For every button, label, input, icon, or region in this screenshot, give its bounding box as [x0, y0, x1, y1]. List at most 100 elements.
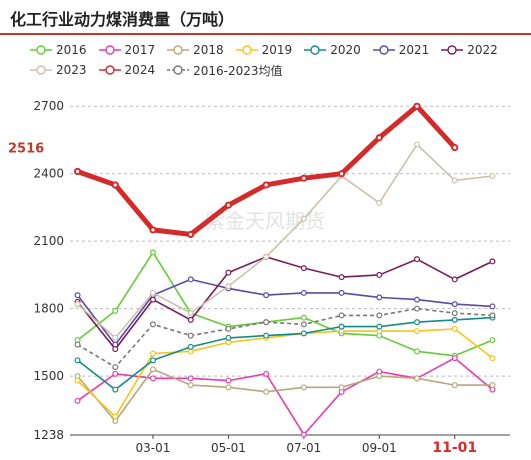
data-point-2017: [187, 375, 194, 382]
data-point-2016-2023均值: [112, 364, 119, 371]
highlight-value-label: 2516: [8, 142, 44, 157]
data-point-2020: [376, 323, 383, 330]
data-point-2023: [300, 215, 307, 222]
data-point-2022: [489, 258, 496, 265]
data-point-2020: [451, 316, 458, 323]
data-point-2020: [187, 343, 194, 350]
data-point-2020: [338, 323, 345, 330]
legend-label: 2023: [56, 63, 87, 77]
data-point-2019: [149, 350, 156, 357]
legend-swatch-icon: [167, 45, 190, 55]
series-line-2016-2023均值: [77, 307, 493, 368]
legend-item: 2017: [98, 43, 156, 57]
data-point-2018: [300, 384, 307, 391]
data-point-2016-2023均值: [338, 312, 345, 319]
x-tick-label: 07-01: [286, 441, 321, 455]
data-point-2016-2023均值: [225, 325, 232, 332]
chart-legend: 2016 2017 2018 2019 2020 2021 2022 2023 2024 201…: [30, 40, 530, 80]
legend-label: 2018: [193, 43, 224, 57]
data-point-2016-2023均值: [376, 312, 383, 319]
series-line-2019: [76, 328, 493, 418]
data-point-2022: [225, 269, 232, 276]
legend-swatch-icon: [441, 45, 464, 55]
data-point-2020: [225, 334, 232, 341]
legend-label: 2016: [56, 43, 87, 57]
legend-item: 2020: [304, 43, 361, 57]
data-point-2024: [149, 226, 157, 234]
data-point-2024: [451, 144, 459, 152]
data-point-2019: [451, 325, 458, 332]
legend-swatch-icon: [372, 45, 395, 55]
data-point-2023: [187, 310, 194, 317]
legend-item: 2019: [235, 43, 292, 57]
data-point-2017: [451, 355, 458, 362]
data-point-2017: [74, 397, 81, 404]
data-point-2016: [489, 337, 496, 344]
data-point-2020: [300, 330, 307, 337]
data-point-2021: [300, 289, 307, 296]
legend-swatch-icon: [98, 65, 121, 75]
legend-swatch-icon: [30, 45, 52, 55]
series-line-2022: [76, 256, 493, 350]
data-point-2023: [149, 289, 156, 296]
legend-label: 2024: [124, 63, 156, 77]
legend-label: 2016-2023均值: [193, 63, 283, 78]
data-point-2016-2023均值: [149, 321, 156, 328]
data-point-2023: [225, 283, 232, 290]
data-point-2022: [451, 276, 458, 283]
series-line-2017: [77, 357, 494, 436]
y-tick-label: 2700: [33, 99, 64, 113]
data-point-2016-2023均值: [263, 319, 270, 326]
data-point-2018: [225, 384, 232, 391]
x-tick-label: 11-01: [432, 440, 477, 456]
data-point-2019: [414, 328, 421, 335]
y-tick-label: 2400: [33, 167, 64, 181]
data-point-2021: [376, 294, 383, 301]
data-point-2024: [73, 167, 82, 176]
legend-swatch-icon: [30, 65, 52, 75]
data-point-2016-2023均值: [300, 321, 307, 328]
data-point-2016: [112, 307, 119, 314]
data-point-2020: [74, 357, 81, 364]
data-point-2024: [413, 102, 421, 110]
series-line-2021: [76, 278, 493, 346]
data-point-2016: [149, 249, 156, 256]
data-point-2023: [74, 301, 81, 308]
data-point-2016-2023均值: [74, 341, 81, 348]
data-point-2021: [489, 303, 496, 310]
data-point-2023: [263, 253, 270, 260]
data-point-2021: [451, 301, 458, 308]
data-point-2019: [489, 355, 496, 362]
data-point-2016: [300, 314, 307, 321]
data-point-2022: [112, 346, 119, 353]
data-point-2020: [149, 357, 156, 364]
data-point-2022: [338, 274, 345, 281]
series-line-2016: [77, 251, 493, 357]
data-point-2017: [263, 370, 270, 377]
legend-swatch-icon: [235, 45, 258, 55]
legend-item: 2022: [441, 43, 498, 57]
data-point-2024: [111, 181, 119, 189]
data-point-2018: [489, 382, 496, 389]
series-line-2023: [76, 143, 493, 339]
data-point-2018: [149, 366, 156, 373]
legend-swatch-icon: [98, 45, 121, 55]
y-tick-label: 1238: [33, 428, 64, 442]
data-point-2021: [338, 289, 345, 296]
data-point-2024: [300, 174, 308, 182]
legend-label: 2017: [124, 43, 156, 57]
legend-row: 2016 2017 2018 2019 2020 2021 2022: [30, 40, 530, 60]
data-point-2021: [187, 276, 194, 283]
data-point-2018: [263, 388, 270, 395]
data-point-2019: [74, 377, 81, 384]
data-point-2019: [112, 413, 119, 420]
data-point-2017: [112, 370, 119, 377]
data-point-2016-2023均值: [489, 312, 496, 319]
series-line-2018: [76, 368, 493, 422]
data-point-2020: [263, 332, 270, 339]
data-point-2016: [414, 348, 421, 355]
legend-item: 2023: [30, 63, 87, 77]
legend-item: 2018: [167, 43, 224, 57]
data-point-2018: [187, 382, 194, 389]
